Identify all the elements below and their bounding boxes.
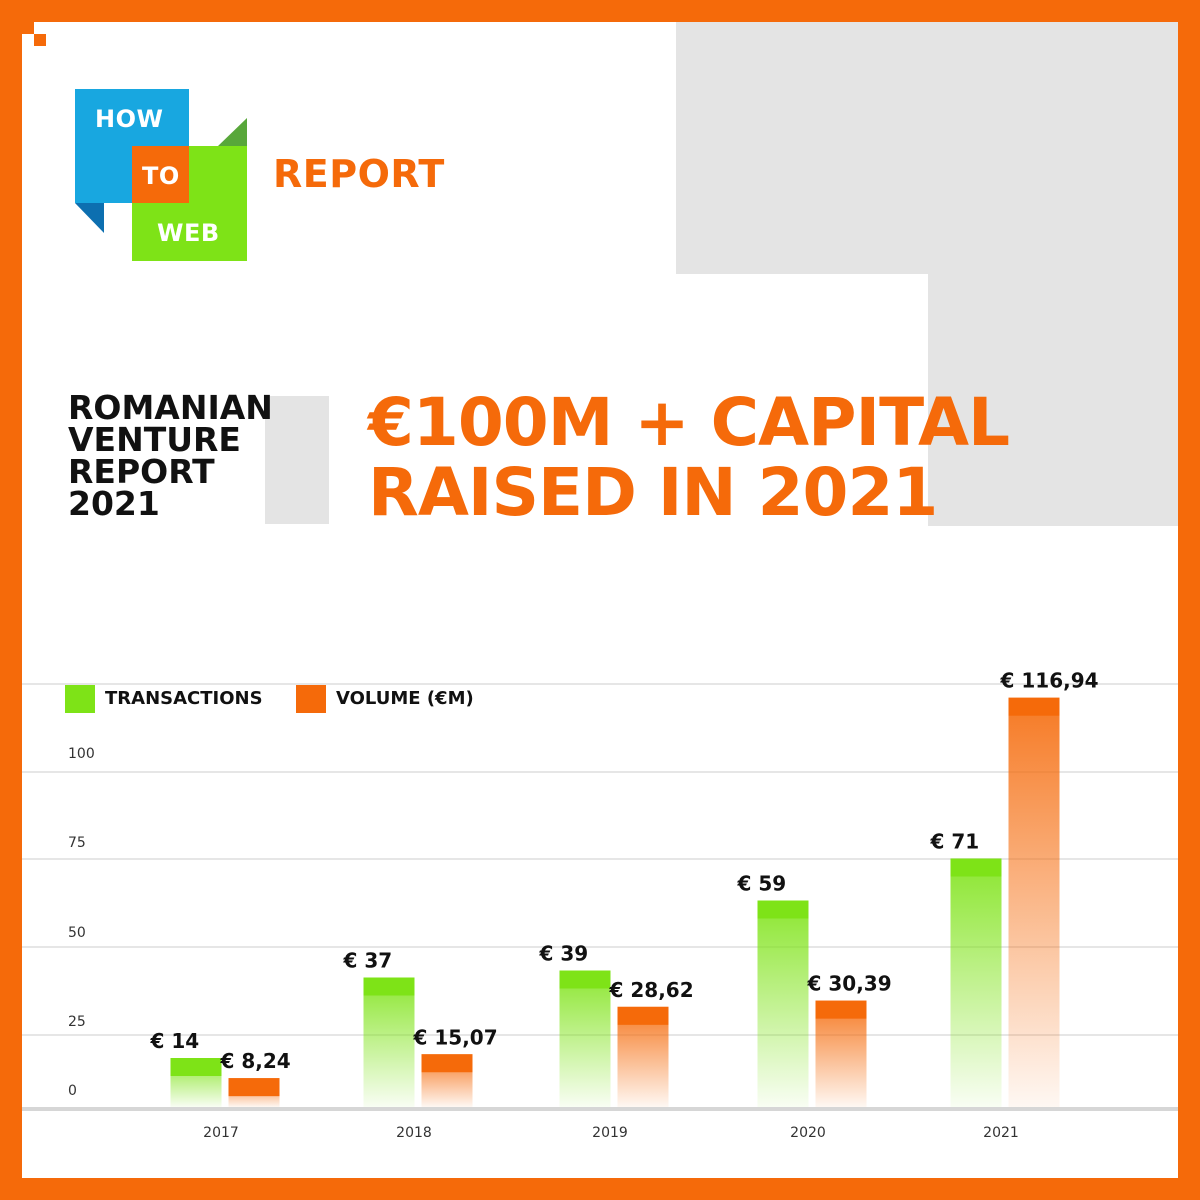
legend-swatch-volume — [296, 683, 326, 713]
x-tick-label: 2021 — [983, 1125, 1019, 1141]
decor-grey-block-right — [928, 274, 1178, 526]
frame-bottom — [0, 1178, 1200, 1200]
x-tick-label: 2020 — [790, 1125, 826, 1141]
report-label: REPORT — [273, 152, 445, 196]
data-label: € 8,24 — [220, 1049, 291, 1073]
bar-cap-volume — [815, 1000, 867, 1019]
bar-volume — [1008, 697, 1060, 1107]
headline: €100M + CAPITAL RAISED IN 2021 — [368, 384, 1010, 531]
y-tick-label: 25 — [68, 1014, 86, 1030]
frame-left — [0, 0, 22, 1200]
frame-top — [0, 0, 1200, 22]
bar-cap-transactions — [757, 900, 809, 919]
bar-transactions — [363, 977, 415, 1107]
y-tick-label: 50 — [68, 925, 86, 941]
logo-blue-fold — [75, 203, 104, 233]
decor-grey-block-top — [676, 22, 1178, 274]
subtitle-line: 2021 — [68, 484, 160, 523]
bar-cap-volume — [421, 1054, 473, 1073]
bar-cap-transactions — [559, 970, 611, 989]
x-tick-label: 2017 — [203, 1125, 239, 1141]
bar-cap-transactions — [950, 858, 1002, 877]
subtitle-line: REPORT — [68, 452, 215, 491]
subtitle-line: VENTURE — [68, 420, 241, 459]
data-label: € 39 — [539, 942, 589, 966]
logo-text-how: HOW — [95, 105, 164, 133]
bar-cap-volume — [617, 1006, 669, 1025]
bar-cap-transactions — [170, 1058, 222, 1076]
logo-text-web: WEB — [157, 219, 220, 247]
frame-corner-pixel — [22, 22, 34, 34]
data-label: € 71 — [930, 830, 980, 854]
legend-label-volume: VOLUME (€M) — [336, 688, 474, 709]
decor-grey-block-small — [265, 396, 329, 524]
bar-cap-volume — [1008, 697, 1060, 716]
bar-transactions — [559, 970, 611, 1107]
legend-label-transactions: TRANSACTIONS — [105, 688, 263, 709]
frame-right — [1178, 0, 1200, 1200]
data-label: € 37 — [343, 949, 393, 973]
logo-orange-square — [132, 146, 189, 203]
bar-cap-transactions — [363, 977, 415, 996]
data-label: € 14 — [150, 1029, 200, 1053]
bar-transactions — [950, 858, 1002, 1107]
frame-corner-pixel-inner — [34, 34, 46, 46]
bar-cap-volume — [228, 1078, 280, 1097]
data-label: € 15,07 — [413, 1025, 498, 1049]
logo-text-to: TO — [142, 162, 180, 190]
report-subtitle: ROMANIAN VENTURE REPORT 2021 — [68, 388, 273, 523]
y-tick-label: 0 — [68, 1083, 77, 1099]
bar-transactions — [757, 900, 809, 1107]
data-label: € 30,39 — [807, 972, 892, 996]
data-label: € 116,94 — [1000, 669, 1099, 693]
data-label: € 59 — [737, 872, 787, 896]
logo-green-fold — [218, 118, 247, 146]
y-tick-label: 100 — [68, 746, 95, 762]
x-tick-label: 2019 — [592, 1125, 628, 1141]
y-tick-label: 75 — [68, 835, 86, 851]
headline-line: €100M + CAPITAL — [368, 384, 1010, 461]
subtitle-line: ROMANIAN — [68, 388, 273, 427]
x-tick-label: 2018 — [396, 1125, 432, 1141]
data-label: € 28,62 — [609, 978, 694, 1002]
how-to-web-logo: HOW TO WEB — [75, 89, 247, 261]
legend-swatch-transactions — [65, 683, 95, 713]
headline-line: RAISED IN 2021 — [368, 454, 938, 531]
